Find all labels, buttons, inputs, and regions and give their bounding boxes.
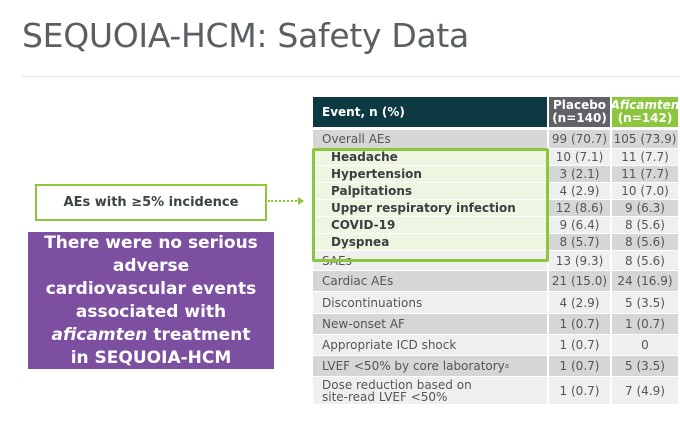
event-label: LVEF <50% by core laboratory: [322, 359, 505, 373]
incidence-callout: AEs with ≥5% incidence: [35, 184, 267, 221]
event-label: Headache: [331, 150, 398, 164]
event-label: Dyspnea: [331, 235, 390, 249]
cell-event: Overall AEs: [313, 130, 547, 148]
incidence-callout-label: AEs with ≥5% incidence: [63, 195, 239, 210]
cell-placebo: 21 (15.0): [549, 271, 610, 291]
table-header: Event, n (%) Placebo (n=140) Aficamten (…: [313, 97, 680, 128]
cell-placebo: 1 (0.7): [549, 377, 610, 404]
message-drug: aficamten: [51, 324, 148, 345]
event-label: Hypertension: [331, 167, 422, 181]
event-label: Dose reduction based on site-read LVEF <…: [322, 377, 472, 404]
table-row: Palpitations 4 (2.9) 10 (7.0): [313, 183, 678, 200]
cell-event: SAEs: [313, 251, 547, 270]
cell-placebo: 1 (0.7): [549, 356, 610, 376]
cell-event: LVEF <50% by core laboratory a: [313, 356, 547, 376]
cell-aficamten: 8 (5.6): [612, 217, 678, 233]
cell-aficamten: 8 (5.6): [612, 251, 678, 270]
title-divider: [22, 76, 680, 77]
event-label: COVID-19: [331, 218, 396, 232]
cell-placebo: 1 (0.7): [549, 335, 610, 355]
cell-aficamten: 11 (7.7): [612, 166, 678, 182]
cell-placebo: 10 (7.1): [549, 149, 610, 165]
cell-event: Appropriate ICD shock: [313, 335, 547, 355]
cell-event: Hypertension: [313, 166, 547, 182]
cell-aficamten: 9 (6.3): [612, 200, 678, 216]
table-row: Headache 10 (7.1) 11 (7.7): [313, 149, 678, 166]
cell-aficamten: 5 (3.5): [612, 292, 678, 313]
table-row: LVEF <50% by core laboratory a 1 (0.7) 5 (3…: [313, 356, 678, 377]
header-aficamten-n: (n=142): [617, 111, 673, 125]
event-label: Discontinuations: [322, 295, 423, 310]
cell-placebo: 99 (70.7): [549, 130, 610, 148]
table-row: Cardiac AEs 21 (15.0) 24 (16.9): [313, 271, 678, 292]
cell-aficamten: 24 (16.9): [612, 271, 678, 291]
cell-event: Headache: [313, 149, 547, 165]
message-text-1: There were no serious adverse cardiovasc…: [44, 232, 258, 322]
cell-aficamten: 11 (7.7): [612, 149, 678, 165]
cell-placebo: 4 (2.9): [549, 183, 610, 199]
cell-placebo: 4 (2.9): [549, 292, 610, 313]
arrow-head-icon: [298, 197, 304, 205]
cell-event: Dose reduction based on site-read LVEF <…: [313, 377, 547, 404]
cell-event: New-onset AF: [313, 314, 547, 334]
event-label: New-onset AF: [322, 317, 405, 331]
cell-event: Cardiac AEs: [313, 271, 547, 291]
table-row: Upper respiratory infection 12 (8.6) 9 (6.…: [313, 200, 678, 217]
table-row: Overall AEs 99 (70.7) 105 (73.9): [313, 130, 678, 149]
cell-aficamten: 5 (3.5): [612, 356, 678, 376]
event-label: Cardiac AEs: [322, 274, 394, 288]
cell-aficamten: 0: [612, 335, 678, 355]
cell-event: Palpitations: [313, 183, 547, 199]
message-text-2: treatment in SEQUOIA-HCM: [70, 324, 251, 368]
cell-placebo: 8 (5.7): [549, 234, 610, 250]
table-row: Discontinuations 4 (2.9) 5 (3.5): [313, 292, 678, 314]
slide-title: SEQUOIA-HCM: Safety Data: [22, 16, 469, 55]
key-message-box: There were no serious adverse cardiovasc…: [28, 232, 274, 369]
cell-aficamten: 1 (0.7): [612, 314, 678, 334]
cell-placebo: 1 (0.7): [549, 314, 610, 334]
cell-aficamten: 105 (73.9): [612, 130, 678, 148]
cell-event: COVID-19: [313, 217, 547, 233]
cell-aficamten: 10 (7.0): [612, 183, 678, 199]
cell-aficamten: 7 (4.9): [612, 377, 678, 404]
cell-placebo: 9 (6.4): [549, 217, 610, 233]
table-row: SAEs 13 (9.3) 8 (5.6): [313, 251, 678, 271]
table-row: New-onset AF 1 (0.7) 1 (0.7): [313, 314, 678, 335]
cell-event: Dyspnea: [313, 234, 547, 250]
header-event: Event, n (%): [313, 97, 547, 127]
cell-placebo: 13 (9.3): [549, 251, 610, 270]
table-row: Hypertension 3 (2.1) 11 (7.7): [313, 166, 678, 183]
table-row: Dyspnea 8 (5.7) 8 (5.6): [313, 234, 678, 251]
event-label: SAEs: [322, 253, 352, 268]
safety-table: Event, n (%) Placebo (n=140) Aficamten (…: [313, 97, 680, 405]
event-label: Overall AEs: [322, 132, 391, 146]
cell-event: Discontinuations: [313, 292, 547, 313]
cell-placebo: 3 (2.1): [549, 166, 610, 182]
header-placebo: Placebo (n=140): [549, 97, 610, 127]
header-placebo-n: (n=140): [552, 111, 607, 125]
cell-event: Upper respiratory infection: [313, 200, 547, 216]
cell-placebo: 12 (8.6): [549, 200, 610, 216]
header-aficamten-label: Aficamten: [610, 98, 680, 112]
event-label: Upper respiratory infection: [331, 201, 516, 215]
header-placebo-label: Placebo: [552, 98, 607, 112]
footnote-marker: a: [504, 362, 510, 370]
dotted-arrow-line: [268, 200, 300, 202]
event-label: Appropriate ICD shock: [322, 338, 457, 352]
cell-aficamten: 8 (5.6): [612, 234, 678, 250]
header-aficamten: Aficamten (n=142): [610, 97, 680, 127]
table-row: COVID-19 9 (6.4) 8 (5.6): [313, 217, 678, 234]
table-row: Appropriate ICD shock 1 (0.7) 0: [313, 335, 678, 356]
event-label: Palpitations: [331, 184, 412, 198]
table-row: Dose reduction based on site-read LVEF <…: [313, 377, 678, 405]
